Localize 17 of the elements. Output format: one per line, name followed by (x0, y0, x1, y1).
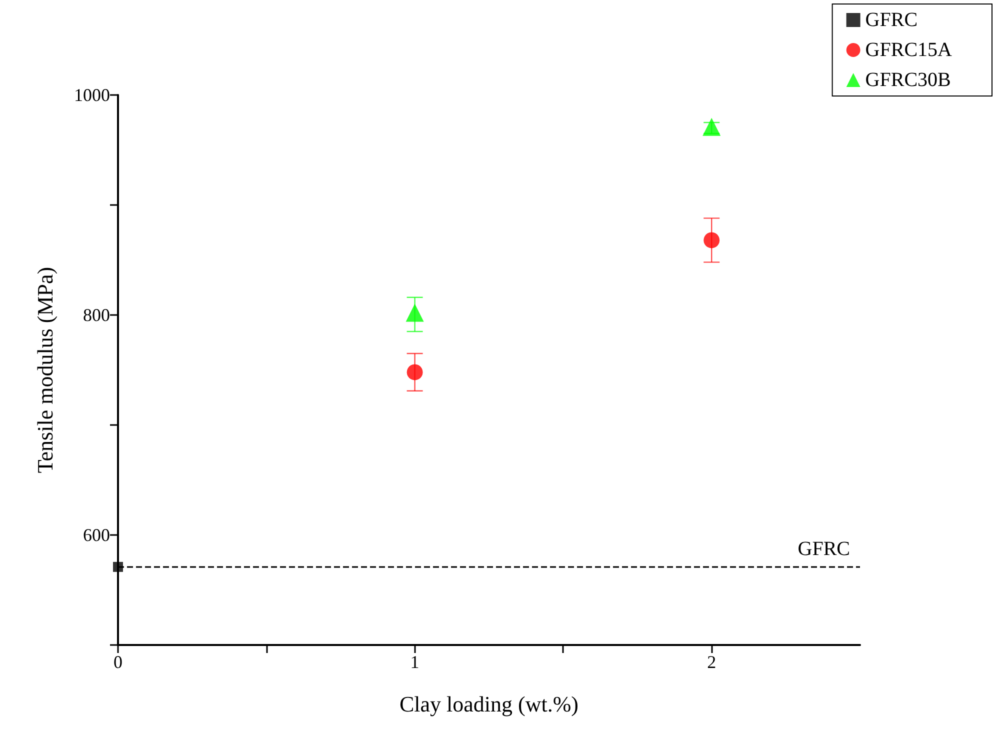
legend-label: GFRC (865, 9, 918, 31)
x-axis-title: Clay loading (wt.%) (399, 692, 579, 716)
y-tick-label: 1000 (74, 85, 110, 105)
y-tick-label: 600 (83, 525, 110, 545)
point (702, 118, 721, 136)
point (406, 364, 423, 380)
legend-label: GFRC15A (865, 39, 953, 61)
point (406, 304, 424, 322)
x-tick-label: 0 (114, 652, 122, 672)
x-tick-label: 1 (410, 652, 420, 672)
y-tick-label: 800 (83, 305, 110, 325)
ref-line-label: GFRC (798, 538, 850, 560)
legend-label: GFRC30B (865, 69, 951, 91)
point (113, 562, 123, 572)
y-axis-title: Tensile modulus (MPa) (32, 266, 58, 474)
x-tick-label: 2 (707, 652, 716, 672)
point (704, 232, 720, 248)
